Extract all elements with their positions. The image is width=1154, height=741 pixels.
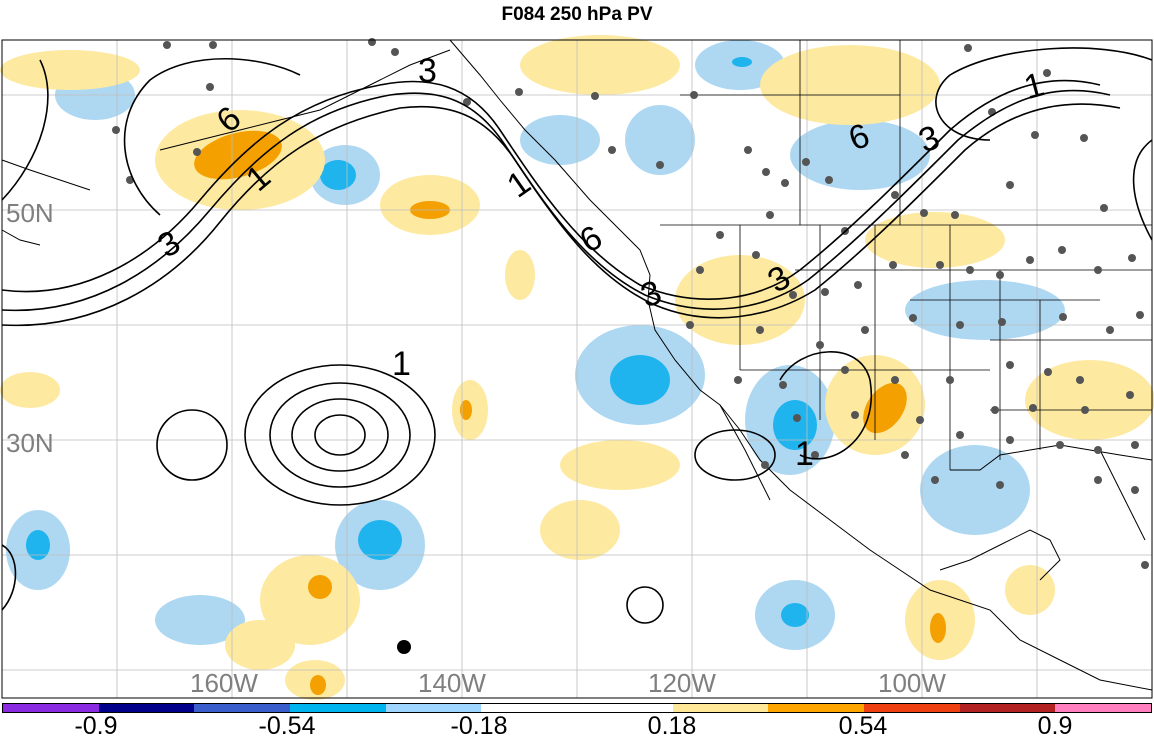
lon-label-100w: 100W	[878, 668, 946, 698]
positive-anomaly-fills	[0, 35, 1154, 700]
colorbar-segment	[98, 704, 195, 712]
map-frame	[1, 39, 1153, 699]
anomaly-core	[732, 57, 752, 67]
colorbar-segment	[194, 704, 291, 712]
pv-map: 3 6 1 3 1 6 3 1 3 6 3 1 1 50N 30N 160W 1…	[0, 35, 1154, 700]
pv-contour-ring	[291, 398, 389, 472]
colorbar-segment	[768, 704, 865, 712]
pv-contour-ring	[156, 409, 228, 481]
colorbar-label: -0.18	[450, 712, 508, 740]
anomaly-core	[610, 355, 670, 405]
contour-label: 1	[392, 345, 411, 383]
lat-label-50n: 50N	[6, 198, 54, 228]
anomaly-blob	[1025, 360, 1154, 440]
anomaly-blob	[0, 372, 60, 408]
anomaly-blob	[225, 620, 295, 670]
marker-dot	[397, 640, 411, 654]
anomaly-core	[781, 603, 809, 627]
anomaly-core	[320, 160, 356, 190]
anomaly-core	[773, 400, 817, 450]
colorbar-segment	[385, 704, 482, 712]
lat-label-30n: 30N	[6, 428, 54, 458]
map-title: F084 250 hPa PV	[501, 4, 653, 25]
anomaly-blob	[625, 105, 695, 175]
anomaly-blob	[760, 45, 940, 125]
lon-label-160w: 160W	[190, 668, 258, 698]
anomaly-core	[863, 382, 907, 434]
colorbar-segment	[864, 704, 960, 712]
lat-lon-grid	[2, 40, 1152, 698]
anomaly-blob	[920, 445, 1030, 535]
lon-label-120w: 120W	[648, 668, 716, 698]
contour-label: 3	[418, 52, 437, 90]
anomaly-blob	[520, 35, 680, 95]
anomaly-blob	[790, 120, 930, 190]
anomaly-blob	[520, 115, 600, 165]
pv-contour-ring	[269, 382, 411, 488]
colorbar-label: 0.18	[647, 712, 697, 740]
colorbar-segment	[3, 704, 99, 712]
anomaly-blob	[505, 250, 535, 300]
colorbar-segment	[1055, 704, 1152, 712]
anomaly-core	[930, 613, 946, 643]
pv-contour-ring	[244, 364, 436, 506]
pv-contour-ring	[694, 429, 776, 481]
colorbar-segment	[481, 704, 578, 712]
colorbar-segment	[577, 704, 673, 712]
anomaly-core	[358, 520, 402, 560]
colorbar	[2, 703, 1152, 713]
station-dots	[112, 38, 1149, 569]
positive-anomaly-cores	[194, 130, 946, 695]
lon-label-140w: 140W	[418, 668, 486, 698]
colorbar-segment	[290, 704, 386, 712]
negative-anomaly-fills	[6, 40, 1065, 650]
pv-contours	[1, 47, 1153, 624]
anomaly-blob	[560, 440, 680, 490]
anomaly-core	[194, 130, 282, 180]
anomaly-blob	[0, 50, 140, 90]
colorbar-label: 0.54	[838, 712, 888, 740]
anomaly-blob	[865, 212, 1005, 268]
contour-label: 1	[795, 435, 814, 473]
anomaly-blob	[905, 280, 1065, 340]
pv-contour-ring	[626, 586, 664, 624]
anomaly-blob	[260, 555, 360, 645]
anomaly-core	[308, 575, 332, 599]
colorbar-label: -0.54	[258, 712, 316, 740]
colorbar-label: -0.9	[74, 712, 118, 740]
anomaly-core	[460, 400, 472, 420]
anomaly-blob	[540, 500, 620, 560]
coastlines	[1, 39, 1153, 691]
colorbar-label: 0.9	[1037, 712, 1073, 740]
pv-contour-ring	[314, 414, 366, 456]
colorbar-segment	[959, 704, 1056, 712]
anomaly-core	[310, 675, 326, 695]
colorbar-segment	[672, 704, 769, 712]
anomaly-core	[26, 530, 50, 560]
anomaly-blob	[155, 595, 245, 645]
